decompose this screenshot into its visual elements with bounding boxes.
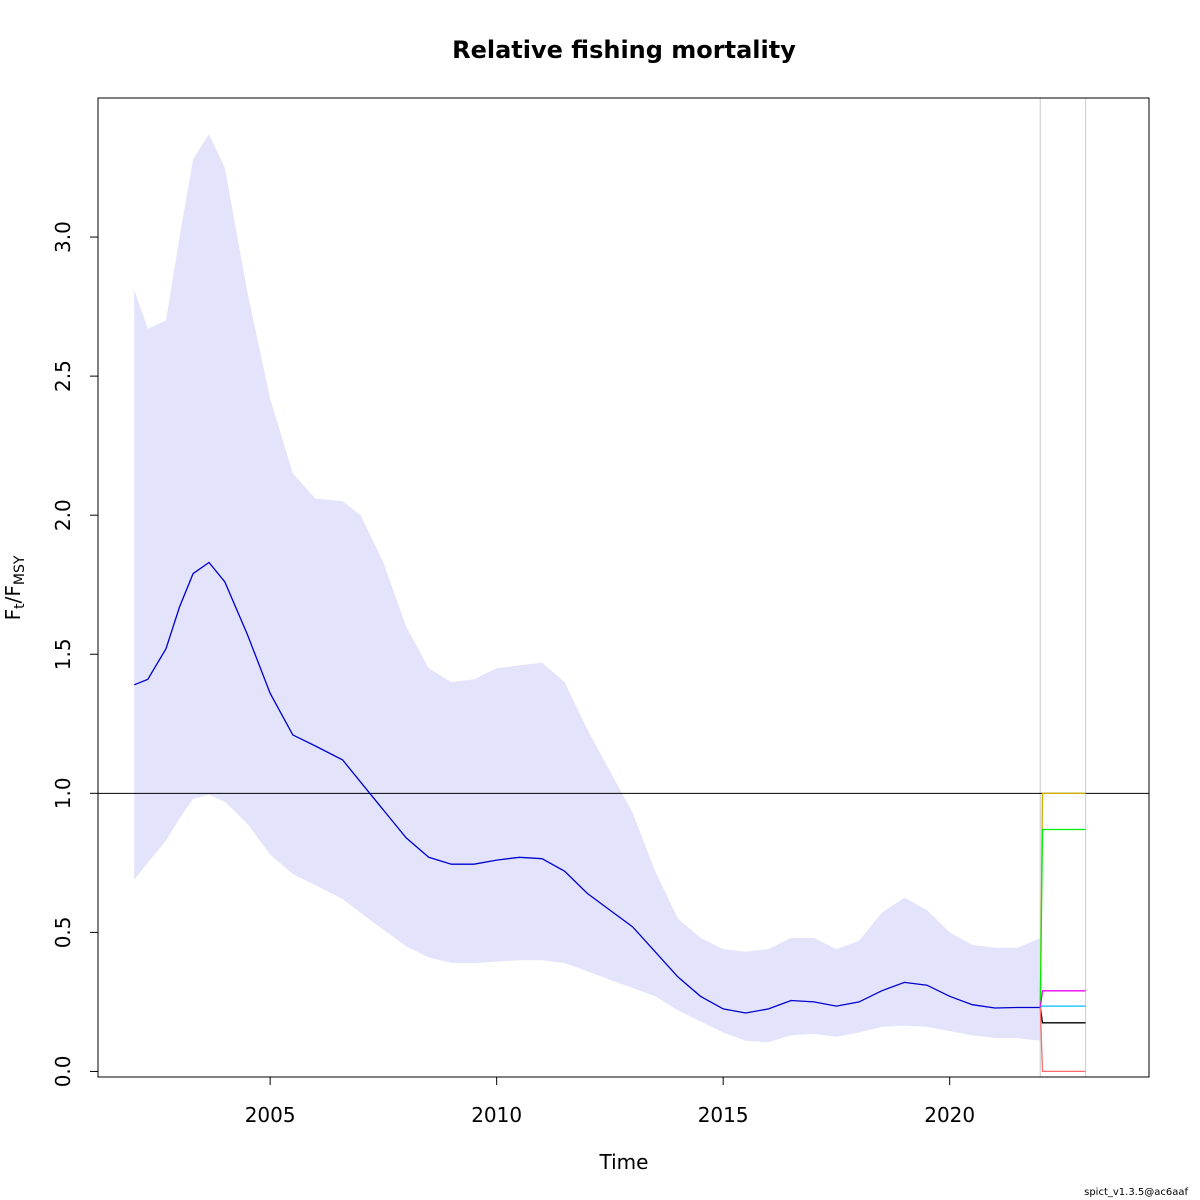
estimate-line bbox=[133, 561, 1041, 1014]
plot-area bbox=[98, 98, 1149, 1077]
y-tick-label-6: 3.0 bbox=[51, 221, 75, 253]
x-axis: 2005 2010 2015 2020 bbox=[245, 1077, 975, 1127]
y-tick-label-5: 2.5 bbox=[51, 360, 75, 392]
confidence-band bbox=[134, 134, 1041, 1043]
version-footer: spict_v1.3.5@ac6aaf bbox=[1084, 1187, 1188, 1198]
y-tick-label-3: 1.5 bbox=[51, 638, 75, 670]
x-tick-label-2005: 2005 bbox=[245, 1103, 296, 1127]
chart-title: Relative fishing mortality bbox=[452, 36, 796, 64]
x-tick-label-2020: 2020 bbox=[924, 1103, 975, 1127]
x-axis-label: Time bbox=[599, 1150, 649, 1174]
y-axis: 0.0 0.5 1.0 1.5 2.0 2.5 3.0 bbox=[51, 221, 98, 1087]
plot-frame bbox=[97, 97, 1150, 1078]
scenario-line-1 bbox=[1039, 792, 1086, 1008]
scenario-line-3 bbox=[1039, 990, 1086, 1008]
scenario-line-6 bbox=[1039, 1007, 1086, 1073]
scenario-line-2 bbox=[1039, 828, 1086, 1008]
y-axis-label-sub1: t bbox=[12, 603, 28, 609]
scenario-line-4 bbox=[1039, 1005, 1086, 1009]
y-axis-label-sep: /F bbox=[1, 585, 25, 603]
y-axis-label: Ft/FMSY bbox=[1, 555, 28, 620]
y-axis-label-sub2: MSY bbox=[12, 555, 28, 585]
scenario-line-5 bbox=[1039, 1007, 1086, 1024]
y-tick-label-2: 1.0 bbox=[51, 777, 75, 809]
y-tick-label-1: 0.5 bbox=[51, 916, 75, 948]
y-tick-label-0: 0.0 bbox=[51, 1055, 75, 1087]
y-axis-label-main: F bbox=[1, 609, 25, 621]
x-tick-label-2015: 2015 bbox=[698, 1103, 749, 1127]
y-tick-label-4: 2.0 bbox=[51, 499, 75, 531]
x-tick-label-2010: 2010 bbox=[471, 1103, 522, 1127]
